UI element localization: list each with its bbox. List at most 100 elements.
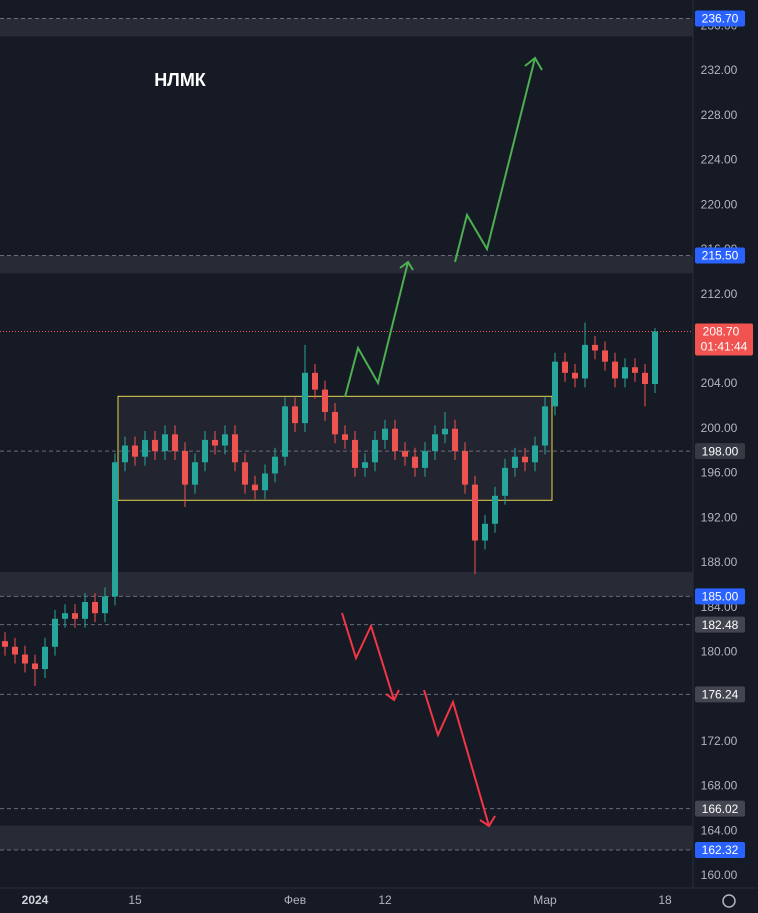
candle-body <box>122 445 128 463</box>
y-tick-label: 160.00 <box>701 868 738 882</box>
candle-body <box>482 523 488 541</box>
candle-body <box>182 451 188 485</box>
candle-body <box>572 372 578 379</box>
candle-body <box>212 439 218 446</box>
price-badge-label: 176.24 <box>702 688 739 702</box>
candle-body <box>422 451 428 468</box>
candle-body <box>462 451 468 485</box>
candle-body <box>322 389 328 412</box>
level-zone <box>0 18 693 37</box>
candle-body <box>82 602 88 619</box>
price-badge-label: 182.48 <box>702 618 739 632</box>
arrow-down <box>423 689 490 827</box>
candle-body <box>632 367 638 373</box>
x-tick-label: 18 <box>658 893 672 907</box>
candle-body <box>492 495 498 524</box>
y-tick-label: 220.00 <box>701 197 738 211</box>
price-badge <box>695 841 745 858</box>
price-badge <box>695 800 745 817</box>
arrow-down <box>341 612 395 701</box>
x-tick-label: 12 <box>378 893 392 907</box>
candle-body <box>22 654 28 664</box>
candle-body <box>42 646 48 670</box>
price-badge <box>695 616 745 633</box>
x-tick-label: Мар <box>533 893 557 907</box>
candle-body <box>192 462 198 485</box>
candle-body <box>92 602 98 614</box>
candle-body <box>312 372 318 390</box>
candle-body <box>642 372 648 385</box>
price-badge-label: 166.02 <box>702 802 739 816</box>
candle-body <box>332 411 338 435</box>
y-tick-label: 200.00 <box>701 421 738 435</box>
candle-body <box>452 428 458 452</box>
candle-body <box>342 434 348 440</box>
y-tick-label: 192.00 <box>701 510 738 524</box>
candle-body <box>522 456 528 463</box>
candle-body <box>592 344 598 351</box>
candle-body <box>502 467 508 496</box>
candle-body <box>132 445 138 457</box>
price-badge-label: 185.00 <box>702 590 739 604</box>
y-tick-label: 172.00 <box>701 734 738 748</box>
last-price-badge <box>695 323 753 356</box>
y-tick-label: 196.00 <box>701 466 738 480</box>
price-badge <box>695 588 745 605</box>
x-tick-label: 15 <box>128 893 142 907</box>
candle-body <box>292 406 298 424</box>
level-zone <box>0 825 693 850</box>
candle-body <box>472 484 478 541</box>
candle-body <box>62 613 68 619</box>
chart-title: НЛМК <box>154 70 207 90</box>
last-price-label: 208.70 <box>703 325 740 339</box>
y-tick-label: 164.00 <box>701 823 738 837</box>
candle-body <box>612 361 618 379</box>
candle-body <box>272 456 278 474</box>
candle-body <box>282 406 288 457</box>
price-badge-label: 162.32 <box>702 843 739 857</box>
candle-body <box>72 613 78 619</box>
price-badge <box>695 686 745 703</box>
price-badge-label: 198.00 <box>702 444 739 458</box>
arrowhead <box>385 689 400 702</box>
candle-body <box>222 434 228 446</box>
candle-body <box>102 596 108 614</box>
candle-body <box>172 434 178 452</box>
candle-body <box>402 451 408 457</box>
candle-body <box>202 439 208 463</box>
candle-body <box>142 439 148 457</box>
arrowhead <box>479 815 496 828</box>
arrow-up <box>454 57 536 263</box>
candle-body <box>162 434 168 452</box>
candle-body <box>302 372 308 424</box>
y-tick-label: 204.00 <box>701 376 738 390</box>
candle-body <box>552 361 558 407</box>
candle-body <box>562 361 568 373</box>
arrowhead <box>524 56 543 71</box>
candle-body <box>152 439 158 452</box>
candle-body <box>442 428 448 435</box>
candle-body <box>262 473 268 491</box>
candle-body <box>602 350 608 362</box>
candle-body <box>372 439 378 463</box>
candle-body <box>362 462 368 468</box>
candle-body <box>542 406 548 446</box>
price-badge <box>695 247 745 264</box>
settings-icon[interactable] <box>722 894 736 908</box>
candle-body <box>352 439 358 468</box>
arrow-up <box>344 261 409 398</box>
y-tick-label: 232.00 <box>701 63 738 77</box>
candle-body <box>12 646 18 655</box>
forecast-arrows <box>341 56 543 828</box>
candle-body <box>242 462 248 485</box>
y-tick-label: 180.00 <box>701 645 738 659</box>
candle-body <box>582 344 588 379</box>
candle-body <box>432 434 438 452</box>
price-badge <box>695 10 745 27</box>
candle-body <box>512 456 518 468</box>
y-tick-label: 228.00 <box>701 108 738 122</box>
price-badge <box>695 443 745 460</box>
y-tick-label: 224.00 <box>701 153 738 167</box>
candle-body <box>382 428 388 440</box>
